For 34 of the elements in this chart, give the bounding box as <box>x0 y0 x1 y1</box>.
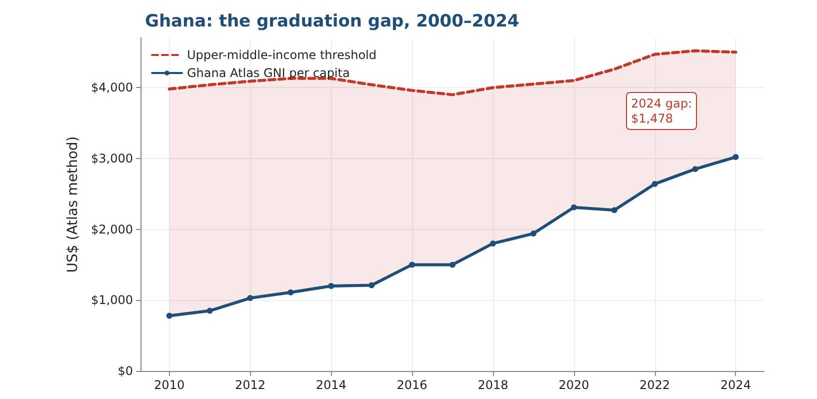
legend-label: Upper-middle-income threshold <box>187 48 376 62</box>
point <box>288 289 294 296</box>
point <box>692 166 698 172</box>
x-tick-label: 2010 <box>154 378 185 392</box>
point <box>409 262 416 268</box>
point <box>490 240 496 246</box>
x-tick-label: 2014 <box>316 378 346 392</box>
x-tick-label: 2018 <box>478 378 508 392</box>
y-tick-label: $3,000 <box>91 151 133 166</box>
point <box>166 312 172 319</box>
point <box>247 295 254 302</box>
x-tick-label: 2016 <box>396 378 428 392</box>
y-tick-label: $4,000 <box>91 80 133 95</box>
y-tick-label: $2,000 <box>91 222 133 236</box>
point <box>732 154 739 160</box>
point <box>530 230 536 237</box>
x-tick-label: 2020 <box>558 378 590 392</box>
legend-label: Ghana Atlas GNI per capita <box>187 66 350 80</box>
y-tick-label: $0 <box>118 364 133 378</box>
x-tick-label: 2024 <box>720 378 751 392</box>
point <box>368 282 375 288</box>
chart-title: Ghana: the graduation gap, 2000–2024 <box>145 12 520 32</box>
x-tick-label: 2012 <box>234 378 266 392</box>
point <box>206 308 213 314</box>
point <box>450 262 456 268</box>
x-tick-label: 2022 <box>640 378 670 392</box>
point <box>328 282 334 289</box>
point <box>652 180 658 187</box>
y-axis-title: US$ (Atlas method) <box>65 136 82 273</box>
y-tick-label: $1,000 <box>91 293 133 308</box>
annotation: 2024 gap: $1,478 <box>631 96 692 126</box>
line-series <box>168 49 738 96</box>
point <box>611 207 618 214</box>
point <box>570 204 577 210</box>
